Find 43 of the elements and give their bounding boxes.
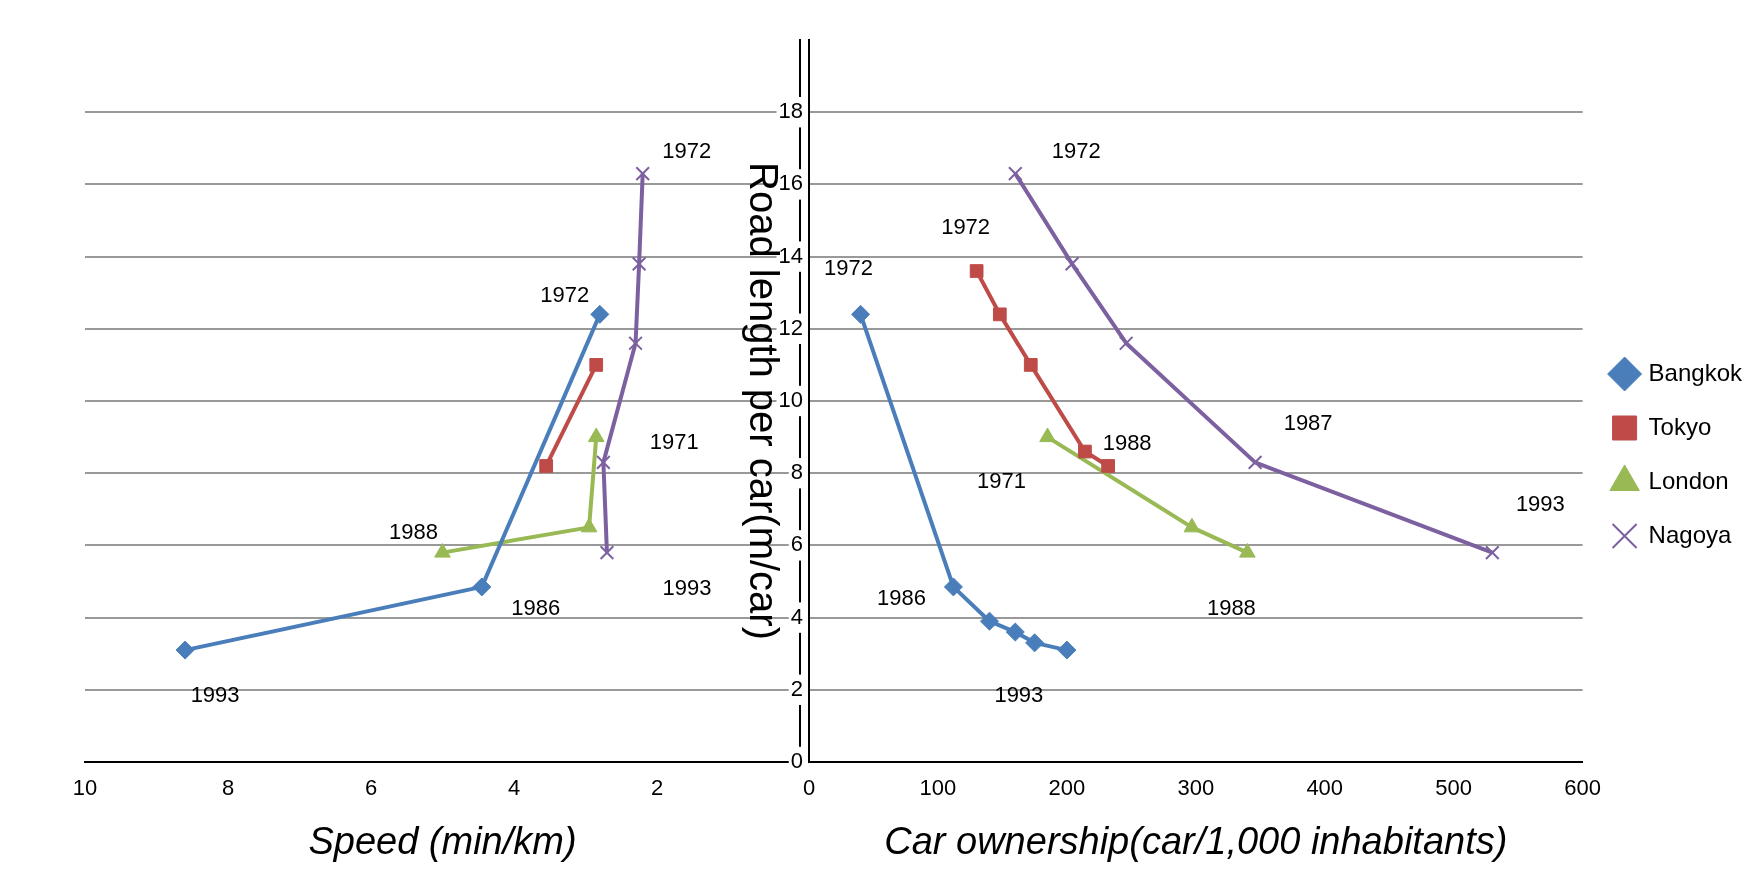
y-tick-label: 12 — [778, 314, 803, 340]
legend-label: Nagoya — [1648, 520, 1732, 548]
annotation: 1971 — [977, 468, 1026, 494]
x-tick-label: 600 — [1564, 775, 1601, 801]
annotation: 1971 — [649, 429, 699, 455]
legend-label: London — [1648, 466, 1729, 494]
y-tick-label: 0 — [790, 748, 803, 774]
x-tick-label: 100 — [919, 775, 957, 801]
x-axis-title: Car ownership(car/1,000 inhabitants) — [884, 819, 1508, 862]
x-axis-title: Speed (min/km) — [308, 819, 577, 862]
annotation: 1972 — [540, 282, 590, 308]
annotation: 1988 — [1206, 594, 1256, 620]
annotation: 1986 — [511, 594, 561, 620]
y-tick-label: 8 — [790, 459, 803, 485]
y-tick-label: 2 — [790, 675, 803, 701]
y-tick-label: 18 — [778, 98, 803, 124]
x-tick-label: 300 — [1177, 775, 1215, 801]
annotation: 1988 — [1102, 430, 1152, 456]
annotation: 1987 — [1283, 410, 1333, 436]
annotation: 1972 — [662, 137, 712, 163]
annotation: 1988 — [389, 518, 438, 544]
annotation: 1993 — [190, 682, 240, 708]
x-tick-label: 200 — [1048, 775, 1086, 801]
annotation: 1993 — [662, 574, 712, 600]
x-tick-label: 10 — [72, 775, 98, 801]
x-tick-label: 2 — [650, 775, 664, 801]
legend-label: Tokyo — [1648, 412, 1712, 440]
annotation: 1993 — [1515, 490, 1565, 516]
x-tick-label: 6 — [364, 775, 378, 801]
x-tick-label: 8 — [221, 775, 235, 801]
x-tick-label: 4 — [507, 775, 521, 801]
x-tick-label: 400 — [1306, 775, 1344, 801]
y-tick-label: 10 — [778, 387, 803, 413]
annotation: 1972 — [1051, 137, 1101, 163]
annotation: 1986 — [876, 584, 926, 610]
y-tick-label: 6 — [790, 531, 803, 557]
legend-label: Bangkok — [1648, 358, 1743, 386]
y-tick-label: 4 — [790, 603, 803, 629]
x-tick-label: 500 — [1435, 775, 1473, 801]
y-tick-label: 16 — [778, 170, 803, 196]
annotation: 1972 — [824, 255, 874, 281]
annotation: 1972 — [941, 214, 991, 240]
annotation: 1993 — [994, 682, 1044, 708]
